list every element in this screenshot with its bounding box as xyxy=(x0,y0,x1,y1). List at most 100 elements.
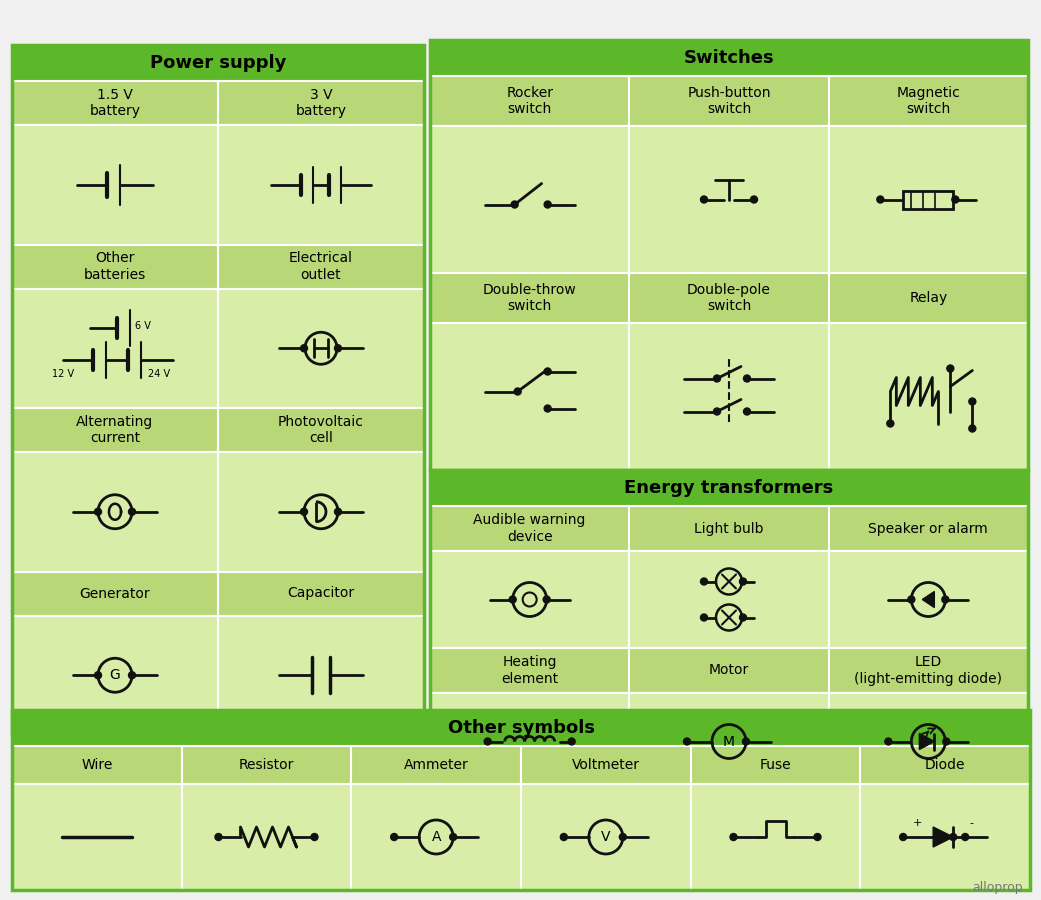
FancyBboxPatch shape xyxy=(218,289,424,408)
Circle shape xyxy=(511,201,518,208)
Text: 1.5 V
battery: 1.5 V battery xyxy=(90,88,141,118)
FancyBboxPatch shape xyxy=(218,408,424,452)
Circle shape xyxy=(947,365,954,372)
FancyBboxPatch shape xyxy=(218,616,424,735)
FancyBboxPatch shape xyxy=(430,470,1029,506)
Circle shape xyxy=(128,508,135,515)
FancyBboxPatch shape xyxy=(12,452,218,572)
Circle shape xyxy=(743,408,751,415)
FancyBboxPatch shape xyxy=(182,746,351,784)
Circle shape xyxy=(962,833,969,841)
FancyBboxPatch shape xyxy=(430,40,1029,76)
FancyBboxPatch shape xyxy=(829,506,1029,551)
FancyBboxPatch shape xyxy=(690,784,860,890)
Circle shape xyxy=(969,398,975,405)
FancyBboxPatch shape xyxy=(829,693,1029,790)
FancyBboxPatch shape xyxy=(690,746,860,784)
FancyBboxPatch shape xyxy=(12,710,1030,746)
Circle shape xyxy=(701,614,708,621)
Text: Generator: Generator xyxy=(80,587,150,600)
FancyBboxPatch shape xyxy=(860,746,1030,784)
FancyBboxPatch shape xyxy=(218,452,424,572)
FancyBboxPatch shape xyxy=(520,746,690,784)
FancyBboxPatch shape xyxy=(860,784,1030,890)
FancyBboxPatch shape xyxy=(829,648,1029,693)
Circle shape xyxy=(543,596,550,603)
FancyBboxPatch shape xyxy=(829,551,1029,648)
Circle shape xyxy=(334,345,341,352)
Text: Ammeter: Ammeter xyxy=(404,758,468,772)
Text: Motor: Motor xyxy=(709,663,750,678)
Circle shape xyxy=(684,738,690,745)
Circle shape xyxy=(885,738,892,745)
Circle shape xyxy=(951,196,959,203)
Text: -: - xyxy=(969,818,973,828)
Text: LED
(light-emitting diode): LED (light-emitting diode) xyxy=(855,655,1002,686)
Circle shape xyxy=(95,671,102,679)
Text: A: A xyxy=(431,830,441,844)
FancyBboxPatch shape xyxy=(430,323,630,470)
Polygon shape xyxy=(933,827,954,847)
Text: Fuse: Fuse xyxy=(760,758,791,772)
Circle shape xyxy=(949,833,957,841)
Text: Double-pole
switch: Double-pole switch xyxy=(687,283,771,313)
Text: Wire: Wire xyxy=(81,758,112,772)
FancyBboxPatch shape xyxy=(829,323,1029,470)
FancyBboxPatch shape xyxy=(430,126,630,273)
FancyBboxPatch shape xyxy=(12,125,218,245)
Text: Push-button
switch: Push-button switch xyxy=(687,86,770,116)
Text: Double-throw
switch: Double-throw switch xyxy=(483,283,577,313)
FancyBboxPatch shape xyxy=(351,746,520,784)
FancyBboxPatch shape xyxy=(218,81,424,125)
Polygon shape xyxy=(922,591,935,608)
FancyBboxPatch shape xyxy=(520,784,690,890)
FancyBboxPatch shape xyxy=(12,408,218,452)
Circle shape xyxy=(215,833,222,841)
FancyBboxPatch shape xyxy=(351,784,520,890)
Text: Diode: Diode xyxy=(924,758,965,772)
FancyBboxPatch shape xyxy=(630,323,829,470)
Text: 6 V: 6 V xyxy=(135,321,151,331)
Text: Voltmeter: Voltmeter xyxy=(572,758,640,772)
Text: Photovoltaic
cell: Photovoltaic cell xyxy=(278,415,364,446)
Circle shape xyxy=(95,508,102,515)
Circle shape xyxy=(899,833,907,841)
FancyBboxPatch shape xyxy=(430,273,630,323)
Circle shape xyxy=(887,420,894,427)
Circle shape xyxy=(128,671,135,679)
Text: 3 V
battery: 3 V battery xyxy=(296,88,347,118)
Circle shape xyxy=(739,578,746,585)
FancyBboxPatch shape xyxy=(430,693,630,790)
Circle shape xyxy=(713,375,720,382)
Text: Switches: Switches xyxy=(684,49,775,67)
Text: 24 V: 24 V xyxy=(148,369,170,379)
FancyBboxPatch shape xyxy=(430,506,630,551)
Text: alloprop: alloprop xyxy=(972,881,1023,895)
Text: Audible warning
device: Audible warning device xyxy=(474,513,586,544)
FancyBboxPatch shape xyxy=(430,76,630,126)
Polygon shape xyxy=(919,734,935,750)
FancyBboxPatch shape xyxy=(12,289,218,408)
FancyBboxPatch shape xyxy=(630,126,829,273)
Text: V: V xyxy=(601,830,611,844)
FancyBboxPatch shape xyxy=(630,273,829,323)
Text: Capacitor: Capacitor xyxy=(287,587,355,600)
FancyBboxPatch shape xyxy=(218,125,424,245)
Text: Speaker or alarm: Speaker or alarm xyxy=(868,521,988,535)
Text: Rocker
switch: Rocker switch xyxy=(506,86,553,116)
Circle shape xyxy=(450,833,457,841)
Circle shape xyxy=(739,614,746,621)
Text: M: M xyxy=(723,734,735,749)
FancyBboxPatch shape xyxy=(12,746,182,784)
Text: G: G xyxy=(109,668,121,682)
FancyBboxPatch shape xyxy=(630,693,829,790)
FancyBboxPatch shape xyxy=(12,245,218,289)
FancyBboxPatch shape xyxy=(218,245,424,289)
Text: Magnetic
switch: Magnetic switch xyxy=(896,86,960,116)
Circle shape xyxy=(908,596,915,603)
FancyBboxPatch shape xyxy=(430,648,630,693)
Circle shape xyxy=(544,368,551,375)
Circle shape xyxy=(568,738,576,745)
FancyBboxPatch shape xyxy=(12,45,424,81)
FancyBboxPatch shape xyxy=(182,784,351,890)
